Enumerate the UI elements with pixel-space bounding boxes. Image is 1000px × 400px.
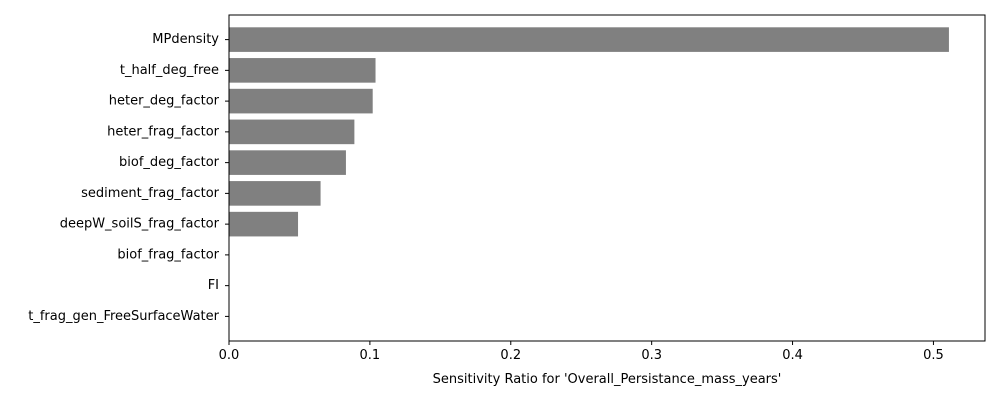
- y-tick-label: biof_frag_factor: [117, 247, 219, 262]
- x-tick-label: 0.1: [360, 348, 381, 363]
- bar-MPdensity: [229, 27, 949, 52]
- bar-deepW_soilS_frag_factor: [229, 211, 299, 237]
- x-tick-label: 0.4: [782, 348, 803, 363]
- x-tick-label: 0.3: [641, 348, 662, 363]
- bars-group: [229, 27, 949, 237]
- bar-t_half_deg_free: [229, 58, 376, 83]
- bar-heter_frag_factor: [229, 119, 355, 145]
- y-tick-label: biof_deg_factor: [119, 155, 220, 170]
- axes-frame: [228, 14, 986, 342]
- bar-biof_deg_factor: [229, 150, 346, 175]
- bar-sediment_frag_factor: [229, 181, 321, 206]
- y-tick-label: FI: [208, 278, 219, 293]
- y-tick-label: t_frag_gen_FreeSurfaceWater: [28, 309, 219, 324]
- y-tick-label: sediment_frag_factor: [81, 186, 220, 201]
- y-tick-label: heter_deg_factor: [109, 94, 220, 109]
- y-axis-ticks: MPdensity t_half_deg_free heter_deg_factor…: [28, 32, 229, 324]
- x-axis-label: Sensitivity Ratio for 'Overall_Persistan…: [433, 372, 782, 387]
- y-tick-label: MPdensity: [152, 32, 219, 47]
- x-tick-label: 0.0: [219, 348, 240, 363]
- x-tick-label: 0.5: [923, 348, 944, 363]
- y-tick-label: deepW_soilS_frag_factor: [60, 217, 220, 232]
- x-tick-label: 0.2: [500, 348, 521, 363]
- bar-heter_deg_factor: [229, 88, 373, 114]
- x-axis-ticks: 0.0 0.1 0.2 0.3 0.4 0.5: [219, 341, 944, 363]
- y-tick-label: heter_frag_factor: [107, 124, 220, 139]
- y-tick-label: t_half_deg_free: [120, 63, 219, 78]
